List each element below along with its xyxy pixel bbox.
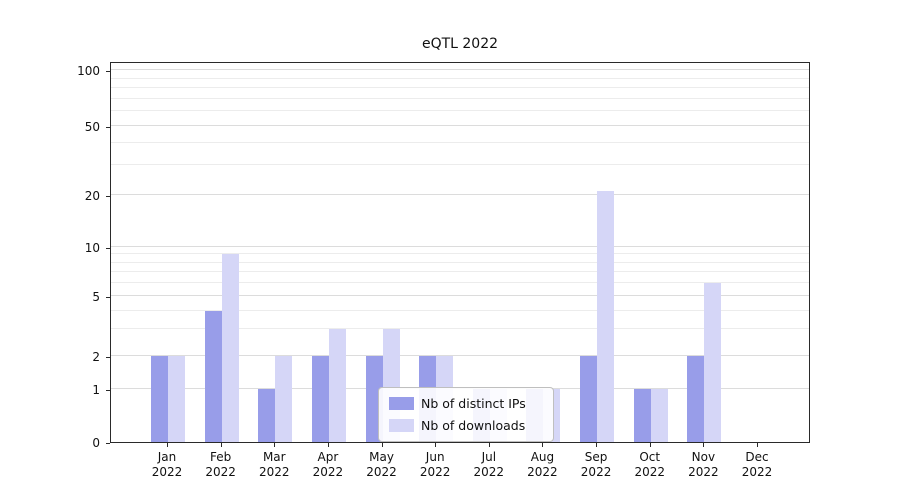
- bar-downloads: [597, 191, 615, 442]
- x-tick-label: Nov 2022: [688, 450, 719, 479]
- y-tick-mark: [106, 443, 110, 444]
- y-tick-mark: [106, 297, 110, 299]
- major-gridline: [111, 125, 809, 127]
- x-tick-mark: [703, 443, 705, 447]
- x-tick-label: Dec 2022: [741, 450, 773, 479]
- x-tick-mark: [435, 443, 437, 447]
- minor-gridline: [111, 163, 809, 165]
- legend-label-downloads: Nb of downloads: [421, 418, 526, 433]
- x-tick-label: Oct 2022: [634, 450, 665, 479]
- bar-distinct-ips: [204, 310, 222, 442]
- x-tick-mark: [381, 443, 383, 447]
- x-tick-mark: [274, 443, 276, 447]
- y-tick-label: 10: [84, 240, 100, 255]
- chart-title: eQTL 2022: [421, 36, 499, 52]
- bar-downloads: [328, 329, 346, 442]
- major-gridline: [111, 245, 809, 247]
- y-tick-label: 0: [92, 436, 100, 450]
- x-tick-label: Jul 2022: [473, 450, 505, 479]
- legend-label-distinct-ips: Nb of distinct IPs: [421, 396, 526, 411]
- y-tick-label: 50: [84, 120, 100, 135]
- y-tick-label: 100: [77, 64, 100, 79]
- major-gridline: [111, 69, 809, 71]
- minor-gridline: [111, 261, 809, 263]
- x-tick-label: Sep 2022: [580, 450, 612, 479]
- y-tick-label: 20: [84, 189, 100, 204]
- bar-distinct-ips: [580, 355, 598, 442]
- minor-gridline: [111, 77, 809, 79]
- y-tick-mark: [106, 71, 110, 73]
- legend-swatch-downloads-icon: [389, 419, 414, 432]
- y-tick-label: 2: [92, 349, 100, 364]
- y-tick-mark: [106, 196, 110, 198]
- y-tick-label: 5: [92, 290, 100, 305]
- minor-gridline: [111, 87, 809, 89]
- minor-gridline: [111, 282, 809, 284]
- x-tick-label: Aug 2022: [527, 450, 558, 479]
- major-gridline: [111, 354, 809, 356]
- y-tick-label: 1: [92, 383, 100, 398]
- y-tick-mark: [106, 127, 110, 129]
- minor-gridline: [111, 309, 809, 311]
- bar-distinct-ips: [258, 389, 276, 442]
- legend-swatch-distinct-ips-icon: [389, 397, 414, 410]
- minor-gridline: [111, 110, 809, 112]
- plot-area: [110, 62, 810, 443]
- legend: Nb of distinct IPs Nb of downloads: [378, 387, 554, 442]
- x-tick-mark: [756, 443, 758, 447]
- y-tick-mark: [106, 390, 110, 392]
- x-tick-label: Feb 2022: [205, 450, 236, 479]
- bar-downloads: [168, 355, 185, 442]
- x-tick-mark: [167, 443, 168, 447]
- x-tick-mark: [327, 443, 329, 447]
- bar-downloads: [275, 355, 293, 442]
- y-tick-mark: [106, 356, 110, 358]
- legend-item: Nb of downloads: [389, 418, 543, 433]
- major-gridline: [111, 295, 809, 297]
- minor-gridline: [111, 97, 809, 99]
- x-tick-label: Mar 2022: [258, 450, 290, 479]
- y-tick-mark: [106, 247, 110, 249]
- bar-distinct-ips: [633, 389, 651, 442]
- bar-downloads: [704, 283, 722, 442]
- minor-gridline: [111, 328, 809, 330]
- minor-gridline: [111, 141, 809, 143]
- x-tick-mark: [488, 443, 490, 447]
- x-tick-label: Jan 2022: [151, 450, 183, 479]
- bar-downloads: [650, 389, 668, 442]
- major-gridline: [111, 194, 809, 196]
- x-tick-mark: [220, 443, 222, 447]
- legend-item: Nb of distinct IPs: [389, 396, 543, 411]
- x-tick-label: Apr 2022: [312, 450, 344, 479]
- x-tick-mark: [649, 443, 651, 447]
- x-tick-mark: [542, 443, 544, 447]
- bar-distinct-ips: [151, 355, 168, 442]
- x-tick-label: May 2022: [366, 450, 397, 479]
- bar-downloads: [221, 254, 239, 442]
- bar-distinct-ips: [311, 355, 329, 442]
- x-tick-mark: [596, 443, 598, 447]
- minor-gridline: [111, 271, 809, 273]
- bar-distinct-ips: [687, 355, 705, 442]
- minor-gridline: [111, 253, 809, 255]
- x-tick-label: Jun 2022: [419, 450, 451, 479]
